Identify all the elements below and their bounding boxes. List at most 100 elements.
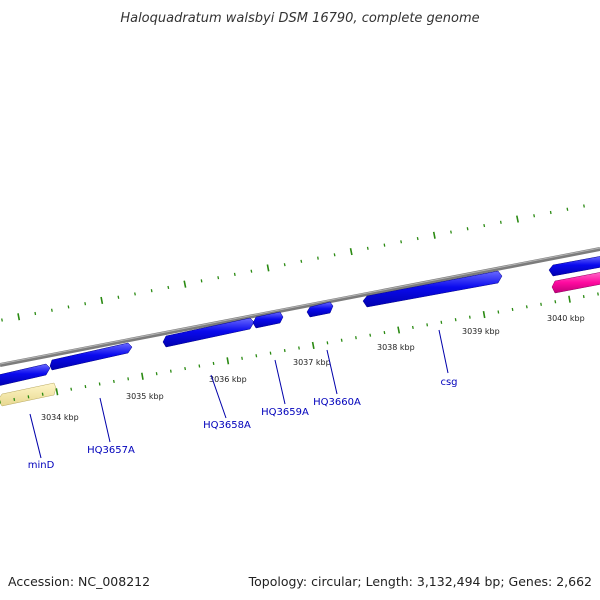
gene-feature-reverse[interactable]	[551, 272, 600, 294]
genome-backbone	[0, 247, 600, 367]
reverse-gene-track	[0, 272, 600, 407]
minor-tick-mark	[525, 305, 528, 309]
major-tick-mark	[17, 313, 21, 321]
leader-line-hq3659a	[274, 359, 286, 405]
scale-label: 3035 kbp	[126, 392, 164, 401]
forward-gene-track	[0, 256, 600, 386]
leader-line-csg	[438, 329, 449, 374]
minor-tick-mark	[450, 230, 452, 234]
gene-feature-hq3659a[interactable]	[252, 311, 284, 329]
minor-tick-mark	[27, 395, 30, 399]
major-tick-mark	[266, 264, 270, 272]
minor-tick-mark	[298, 346, 300, 350]
minor-tick-mark	[383, 330, 386, 335]
minor-tick-mark	[383, 243, 386, 247]
label-leaders	[29, 329, 449, 459]
minor-tick-mark	[200, 279, 203, 283]
minor-tick-mark	[155, 372, 158, 376]
gene-label-hq3660a[interactable]: HQ3660A	[313, 397, 361, 408]
minor-tick-mark	[326, 341, 329, 345]
leader-line-mind	[29, 413, 42, 459]
gene-feature-hq3658a[interactable]	[162, 317, 255, 348]
minor-tick-mark	[340, 338, 343, 342]
minor-tick-mark	[241, 356, 243, 360]
minor-tick-mark	[1, 318, 3, 322]
minor-tick-mark	[167, 285, 170, 290]
major-tick-mark	[100, 296, 104, 305]
minor-tick-mark	[317, 256, 319, 260]
minor-tick-mark	[582, 294, 585, 299]
gene-label-hq3658a[interactable]: HQ3658A	[203, 420, 251, 431]
minor-tick-mark	[440, 320, 443, 324]
minor-tick-mark	[333, 253, 336, 257]
minor-tick-mark	[566, 207, 569, 211]
minor-tick-mark	[212, 361, 215, 366]
gene-label-hq3659a[interactable]: HQ3659A	[261, 407, 309, 418]
minor-tick-mark	[98, 382, 101, 386]
minor-tick-mark	[483, 223, 486, 228]
minor-tick-mark	[50, 308, 53, 312]
gene-label-mind[interactable]: minD	[28, 460, 55, 471]
minor-tick-mark	[497, 310, 500, 314]
map-title: Haloquadratum walsbyi DSM 16790, complet…	[120, 11, 479, 26]
gene-feature-csg[interactable]	[362, 270, 503, 308]
accession-text: Accession: NC_008212	[8, 574, 150, 589]
minor-tick-mark	[583, 204, 585, 208]
gene-label-csg[interactable]: csg	[440, 377, 457, 388]
gene-feature[interactable]	[548, 256, 600, 277]
minor-tick-mark	[41, 392, 44, 396]
major-tick-mark	[349, 248, 353, 256]
gene-feature-hq3660a[interactable]	[306, 301, 334, 318]
leader-line-hq3657a	[99, 397, 111, 443]
minor-tick-mark	[554, 300, 557, 304]
leader-line-hq3658a	[210, 374, 227, 419]
major-tick-mark	[516, 215, 519, 223]
minor-tick-mark	[468, 315, 471, 319]
minor-tick-mark	[597, 292, 599, 296]
minor-tick-mark	[355, 336, 357, 340]
minor-tick-mark	[150, 289, 153, 293]
gene-feature-mind[interactable]	[0, 382, 57, 407]
minor-tick-mark	[184, 366, 187, 371]
minor-tick-mark	[511, 307, 514, 312]
outer-tick-track	[1, 204, 585, 322]
minor-tick-mark	[34, 311, 37, 316]
minor-tick-mark	[283, 348, 286, 353]
minor-tick-mark	[269, 351, 272, 355]
minor-tick-mark	[169, 369, 172, 373]
minor-tick-mark	[300, 259, 303, 263]
scale-label: 3034 kbp	[41, 413, 79, 422]
leader-line-hq3660a	[326, 349, 338, 395]
scale-labels: 3034 kbp 3035 kbp 3036 kbp 3037 kbp 3038…	[41, 314, 585, 422]
minor-tick-mark	[416, 236, 419, 241]
scale-label: 3036 kbp	[209, 375, 247, 384]
gene-feature[interactable]	[0, 363, 51, 386]
scale-label: 3040 kbp	[547, 314, 585, 323]
gene-feature-hq3657a[interactable]	[49, 342, 133, 371]
minor-tick-mark	[366, 246, 369, 250]
minor-tick-mark	[426, 323, 429, 327]
major-tick-mark	[568, 295, 571, 303]
minor-tick-mark	[283, 263, 286, 267]
minor-tick-mark	[233, 272, 236, 277]
minor-tick-mark	[84, 302, 87, 306]
gene-label-hq3657a[interactable]: HQ3657A	[87, 445, 135, 456]
minor-tick-mark	[198, 364, 201, 368]
minor-tick-mark	[13, 397, 16, 402]
major-tick-mark	[141, 372, 144, 380]
scale-label: 3037 kbp	[293, 358, 331, 367]
genome-summary-text: Topology: circular; Length: 3,132,494 bp…	[248, 574, 592, 589]
scale-label: 3039 kbp	[462, 327, 500, 336]
major-tick-mark	[397, 326, 401, 334]
minor-tick-mark	[84, 384, 87, 389]
minor-tick-mark	[369, 333, 372, 337]
minor-tick-mark	[67, 305, 70, 309]
major-tick-mark	[226, 357, 230, 365]
minor-tick-mark	[217, 276, 220, 280]
major-tick-mark	[183, 280, 187, 288]
gene-labels: minD HQ3657A HQ3658A HQ3659A HQ3660A csg	[28, 377, 458, 471]
minor-tick-mark	[70, 387, 73, 391]
major-tick-mark	[432, 231, 436, 239]
scale-tick-track	[0, 292, 599, 404]
minor-tick-mark	[117, 295, 120, 299]
